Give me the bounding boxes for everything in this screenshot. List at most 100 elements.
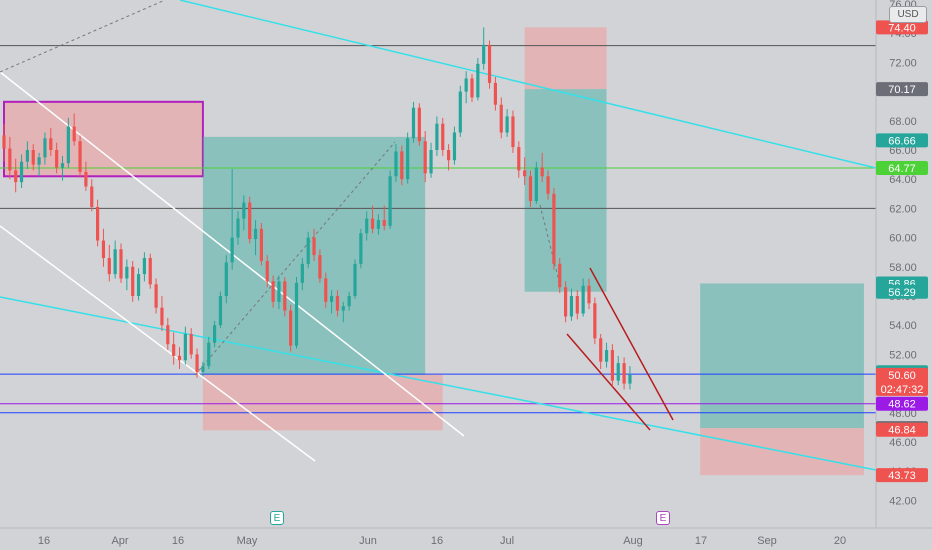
candle-body	[540, 167, 544, 177]
candle	[394, 144, 398, 183]
candle-body	[265, 260, 269, 282]
candle	[172, 332, 176, 365]
falling-wedge-lower-line	[566, 333, 651, 431]
candle	[160, 296, 164, 332]
candle-body	[552, 193, 556, 264]
candle-body	[66, 126, 70, 164]
time-tick-label: May	[237, 535, 258, 547]
earnings-event-marker[interactable]: E	[656, 511, 670, 525]
candle-body	[101, 240, 106, 259]
candle	[552, 187, 556, 270]
candle	[166, 317, 170, 351]
candle	[201, 361, 205, 377]
candle-body	[55, 150, 59, 168]
candle	[359, 228, 363, 269]
candle-body	[353, 263, 357, 296]
price-badge: 48.62	[876, 396, 928, 411]
earnings-event-marker[interactable]: E	[270, 511, 284, 525]
candle-body	[49, 138, 53, 150]
candle-body	[423, 141, 427, 174]
candle	[294, 277, 299, 349]
candle-body	[142, 258, 146, 275]
candle-body	[166, 325, 170, 345]
candle-body	[224, 262, 228, 296]
price-badge-label: 43.73	[888, 470, 916, 482]
candle-body	[505, 116, 509, 133]
candle	[441, 117, 445, 156]
candle-body	[236, 218, 240, 238]
price-badge-bg	[876, 20, 928, 35]
drawing-rect-4	[524, 89, 607, 292]
candle	[511, 110, 515, 153]
candle-body	[604, 350, 609, 362]
price-badge: 43.73	[876, 468, 928, 483]
time-tick-label: 17	[695, 535, 707, 547]
candle	[312, 228, 316, 261]
candle	[300, 258, 304, 291]
candle-body	[564, 287, 568, 317]
candles-layer	[2, 27, 632, 390]
candle-body	[60, 163, 65, 168]
projection-dashed-line-1	[0, 0, 166, 73]
candle	[218, 291, 223, 329]
candle-body	[300, 263, 304, 283]
price-badge: 46.84	[876, 422, 928, 437]
candle	[470, 74, 474, 102]
candle-body	[253, 228, 258, 240]
candle-body	[470, 78, 474, 98]
time-tick-label: 16	[172, 535, 184, 547]
candle	[534, 161, 538, 205]
currency-label[interactable]: USD	[889, 6, 927, 23]
time-tick-label: Jul	[500, 535, 514, 547]
candle-body	[14, 170, 18, 183]
price-tick-label: 46.00	[889, 437, 917, 449]
candle	[376, 214, 380, 235]
candle	[265, 255, 269, 288]
candle	[452, 126, 457, 165]
drawing-rect-0	[3, 100, 204, 178]
candle	[487, 40, 492, 89]
price-badge: 74.40	[876, 20, 928, 35]
candle-body	[19, 161, 24, 183]
candle	[72, 113, 76, 146]
candle	[177, 347, 182, 369]
candle	[14, 158, 18, 193]
candle	[569, 288, 574, 321]
candle-body	[616, 363, 620, 381]
candle	[476, 58, 480, 101]
candle-body	[277, 281, 281, 302]
projection-dashed-line-3	[539, 204, 561, 286]
candle-body	[125, 266, 129, 279]
candle-body	[154, 284, 158, 308]
price-badge: 70.17	[876, 82, 928, 97]
candle	[499, 97, 503, 139]
candle	[224, 255, 228, 304]
candle-body	[347, 296, 351, 307]
candle-body	[499, 104, 503, 133]
price-badge-label: 48.62	[888, 399, 916, 411]
candle	[411, 101, 416, 143]
candle-body	[136, 274, 141, 296]
candle	[31, 144, 35, 171]
candle	[195, 348, 199, 378]
candle-body	[25, 150, 29, 162]
descending-channel-line-2	[0, 225, 316, 462]
candle	[558, 258, 562, 294]
candle-body	[464, 78, 468, 92]
countdown-label: 02:47:32	[881, 384, 924, 396]
candle	[400, 145, 404, 186]
candle-body	[335, 296, 340, 311]
candle-body	[382, 220, 386, 226]
price-badge-bg	[876, 133, 928, 148]
candle-body	[458, 91, 462, 133]
candle	[493, 77, 497, 111]
candle-body	[230, 237, 234, 263]
candle	[546, 170, 550, 200]
time-tick-label: 16	[38, 535, 50, 547]
candle-body	[283, 281, 287, 311]
candle-body	[593, 303, 597, 339]
candle-body	[201, 366, 205, 372]
price-badge: 66.66	[876, 133, 928, 148]
